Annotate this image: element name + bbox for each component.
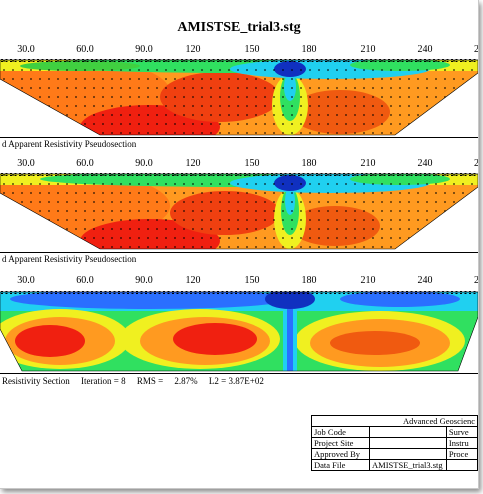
rms-label: RMS =	[136, 376, 164, 386]
tick-label: 150	[244, 158, 260, 169]
company-cell: Advanced Geoscienc	[311, 415, 478, 427]
table-row: Project Site Instru	[310, 437, 478, 449]
x-axis-inverted: 30.0 60.0 90.0 120 150 180 210 240 27	[0, 275, 478, 289]
calculated-caption: d Apparent Resistivity Pseudosection	[2, 254, 137, 264]
rms-value: 2.87%	[174, 376, 198, 386]
tick-label: 30.0	[17, 275, 35, 286]
inversion-stats: Resistivity Section Iteration = 8 RMS = …	[2, 376, 273, 386]
row-value	[369, 437, 447, 449]
tick-label: 210	[360, 275, 376, 286]
table-row: Approved By Proce	[310, 448, 478, 460]
l2-label: L2 = 3.87E+02	[208, 376, 264, 386]
tick-label: 210	[360, 44, 376, 55]
measured-pseudosection	[0, 57, 478, 137]
tick-label: 27	[474, 44, 479, 55]
inverted-resistivity-section	[0, 289, 478, 373]
tick-label: 30.0	[17, 44, 35, 55]
tick-label: 90.0	[135, 275, 153, 286]
inverted-caption: Resistivity Section	[2, 376, 70, 386]
tick-label: 90.0	[135, 44, 153, 55]
tick-label: 30.0	[17, 158, 35, 169]
measured-caption: d Apparent Resistivity Pseudosection	[2, 139, 137, 149]
tick-label: 120	[185, 275, 201, 286]
title-block-table: Advanced Geoscienc Job Code Surve Projec…	[310, 415, 478, 471]
row-right	[445, 459, 478, 471]
row-label: Job Code	[310, 426, 371, 438]
calculated-pseudosection	[0, 171, 478, 251]
tick-label: 180	[301, 158, 317, 169]
tick-label: 240	[417, 275, 433, 286]
tick-label: 180	[301, 44, 317, 55]
tick-label: 240	[417, 44, 433, 55]
section-divider	[0, 137, 478, 138]
x-axis-calculated: 30.0 60.0 90.0 120 150 180 210 240 27	[0, 158, 478, 172]
tick-label: 150	[244, 44, 260, 55]
plot-title: AMISTSE_trial3.stg	[177, 20, 301, 35]
row-value	[369, 426, 447, 438]
tick-label: 27	[474, 275, 479, 286]
tick-label: 210	[360, 158, 376, 169]
tick-label: 120	[185, 158, 201, 169]
table-row: Data File AMISTSE_trial3.stg	[310, 459, 478, 471]
tick-label: 150	[244, 275, 260, 286]
tick-label: 60.0	[76, 275, 94, 286]
x-axis-measured: 30.0 60.0 90.0 120 150 180 210 240 27	[0, 44, 478, 58]
row-right: Proce	[445, 448, 478, 460]
tick-label: 60.0	[76, 44, 94, 55]
tick-label: 180	[301, 275, 317, 286]
tick-label: 240	[417, 158, 433, 169]
table-row: Job Code Surve	[310, 426, 478, 438]
tick-label: 60.0	[76, 158, 94, 169]
row-right: Surve	[445, 426, 478, 438]
tick-label: 27	[474, 158, 479, 169]
section-divider	[0, 252, 478, 253]
row-label: Approved By	[310, 448, 371, 460]
tick-label: 120	[185, 44, 201, 55]
row-label: Project Site	[310, 437, 371, 449]
row-value: AMISTSE_trial3.stg	[369, 459, 447, 471]
row-right: Instru	[445, 437, 478, 449]
row-label: Data File	[310, 459, 371, 471]
section-divider	[0, 373, 478, 374]
tick-label: 90.0	[135, 158, 153, 169]
row-value	[369, 448, 447, 460]
iteration-label: Iteration = 8	[81, 376, 126, 386]
